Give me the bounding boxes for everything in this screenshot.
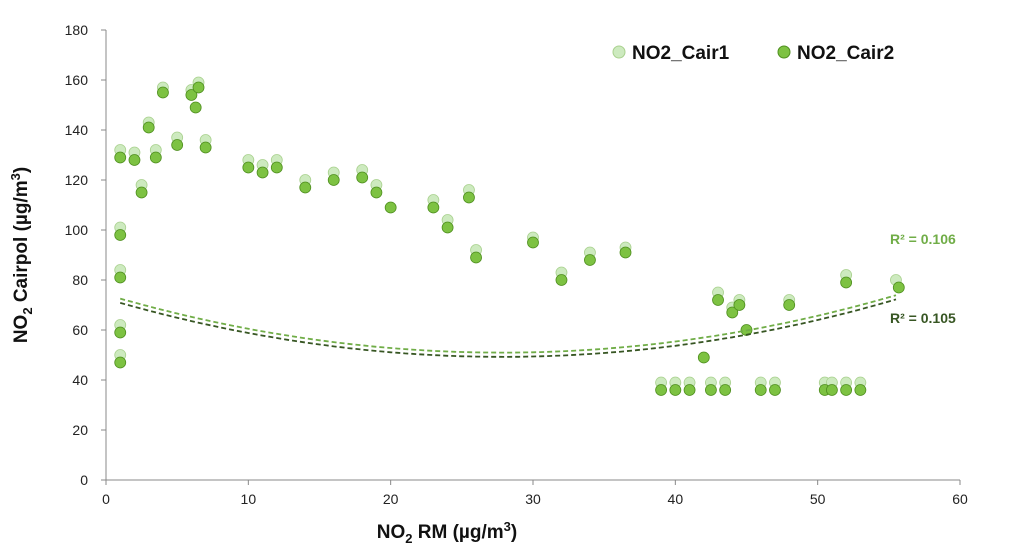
y-tick-label: 160 <box>65 72 89 88</box>
data-point-cair2 <box>185 89 198 101</box>
y-tick-label: 0 <box>80 472 88 488</box>
data-point-cair2 <box>327 174 340 186</box>
data-point-cair2 <box>697 351 710 364</box>
data-point-cair2 <box>192 81 205 94</box>
data-point-cair2 <box>840 276 853 289</box>
data-point-cair2 <box>754 384 767 396</box>
y-tick-label: 140 <box>65 122 89 138</box>
data-point-cair2 <box>669 384 682 396</box>
x-axis-title: NO2 RM (µg/m3) <box>377 519 517 546</box>
trendline-1 <box>119 294 897 354</box>
data-point-cair2 <box>157 86 169 99</box>
legend: NO2_Cair1 NO2_Cair2 <box>612 43 894 64</box>
data-point-cair2 <box>256 166 269 179</box>
data-point-cair2 <box>555 274 568 286</box>
y-tick-label: 120 <box>65 172 89 188</box>
y-axis-title: NO2 Cairpol (µg/m3) <box>8 167 35 343</box>
scatter-points-layer <box>114 76 905 396</box>
data-point-cair2 <box>427 201 440 214</box>
data-point-cair2 <box>463 191 475 204</box>
x-tick-label: 60 <box>952 491 968 507</box>
x-tick-label: 10 <box>241 491 257 507</box>
axes-layer <box>105 30 960 481</box>
y-tick-label: 100 <box>65 222 89 238</box>
y-tick-label: 20 <box>72 422 88 438</box>
data-point-cair2 <box>783 299 796 311</box>
data-point-cair2 <box>189 101 202 114</box>
data-point-cair2 <box>441 221 454 234</box>
y-tick-label: 80 <box>72 272 88 288</box>
x-tick-label: 20 <box>383 491 399 507</box>
data-point-cair2 <box>769 384 781 396</box>
data-point-cair2 <box>299 181 312 194</box>
data-point-cair2 <box>683 384 696 396</box>
data-point-cair2 <box>892 281 905 294</box>
data-point-cair2 <box>135 186 148 199</box>
data-point-cair2 <box>171 139 184 151</box>
data-point-cair2 <box>114 326 127 339</box>
data-point-cair2 <box>242 161 255 174</box>
data-point-cair2 <box>619 246 632 259</box>
r2-label-cair2: R² = 0.105 <box>890 310 956 326</box>
legend-marker-cair1 <box>612 45 626 59</box>
data-point-cair2 <box>854 384 867 396</box>
y-tick-label: 180 <box>65 22 89 38</box>
legend-label-cair2: NO2_Cair2 <box>797 43 894 64</box>
trendlines-layer <box>119 294 897 358</box>
data-point-cair2 <box>584 254 596 266</box>
data-point-cair2 <box>142 121 155 134</box>
data-point-cair2 <box>384 201 397 214</box>
data-point-cair2 <box>114 229 127 241</box>
data-point-cair2 <box>114 151 127 164</box>
r2-label-cair1: R² = 0.106 <box>890 231 956 247</box>
x-tick-label: 0 <box>102 491 110 507</box>
data-point-cair2 <box>726 306 739 319</box>
data-point-cair2 <box>356 171 369 184</box>
data-point-cair2 <box>370 186 383 199</box>
legend-label-cair1: NO2_Cair1 <box>632 43 730 64</box>
x-tick-label: 50 <box>810 491 826 507</box>
data-point-cair2 <box>733 299 746 311</box>
tick-labels-layer: 0 10 20 30 40 50 60 0 20 40 60 80 100 120 140 160 180 <box>65 22 968 507</box>
data-point-cair2 <box>705 384 717 396</box>
data-point-cair2 <box>199 141 212 154</box>
data-point-cair2 <box>270 161 283 174</box>
data-point-cair2 <box>149 151 162 164</box>
data-point-cair2 <box>470 251 482 264</box>
data-point-cair2 <box>128 154 141 166</box>
data-point-cair2 <box>826 384 838 396</box>
data-point-cair2 <box>114 356 127 369</box>
data-point-cair2 <box>527 236 539 249</box>
data-point-cair2 <box>712 294 724 306</box>
data-point-cair2 <box>719 384 732 396</box>
data-point-cair2 <box>840 384 853 396</box>
x-tick-label: 40 <box>668 491 684 507</box>
trendline-2 <box>119 298 897 358</box>
data-point-cair2 <box>655 384 667 396</box>
legend-marker-cair2 <box>777 45 791 59</box>
y-tick-label: 60 <box>72 322 88 338</box>
x-tick-label: 30 <box>525 491 541 507</box>
data-point-cair2 <box>114 271 127 284</box>
y-tick-label: 40 <box>72 372 88 388</box>
